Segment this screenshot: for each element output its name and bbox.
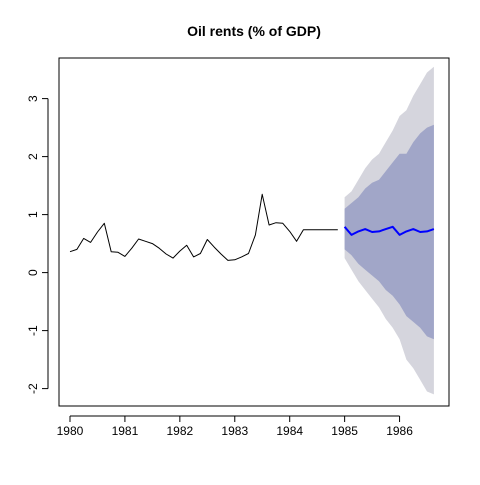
y-tick-label: 3 <box>26 95 40 102</box>
y-tick-label: 1 <box>26 211 40 218</box>
history-line <box>69 193 338 261</box>
x-tick-label: 1982 <box>166 424 193 438</box>
x-tick-label: 1985 <box>331 424 358 438</box>
y-axis: -2 -1 0 1 2 3 <box>26 95 49 394</box>
x-tick-label: 1986 <box>386 424 413 438</box>
y-tick-label: -2 <box>26 383 40 394</box>
y-tick-label: 2 <box>26 153 40 160</box>
forecast-line <box>343 225 435 236</box>
x-tick-label: 1984 <box>276 424 303 438</box>
y-tick-label: 0 <box>26 269 40 276</box>
x-tick-label: 1981 <box>112 424 139 438</box>
chart-title: Oil rents (% of GDP) <box>187 23 321 39</box>
interval-band-80 <box>344 124 434 340</box>
x-axis: 1980 1981 1982 1983 1984 1985 1986 <box>57 415 413 438</box>
series-lines <box>69 193 435 261</box>
y-tick-label: -1 <box>26 325 40 336</box>
x-tick-label: 1983 <box>221 424 248 438</box>
plot-frame <box>58 57 450 407</box>
interval-bands <box>344 66 434 395</box>
x-tick-label: 1980 <box>57 424 84 438</box>
